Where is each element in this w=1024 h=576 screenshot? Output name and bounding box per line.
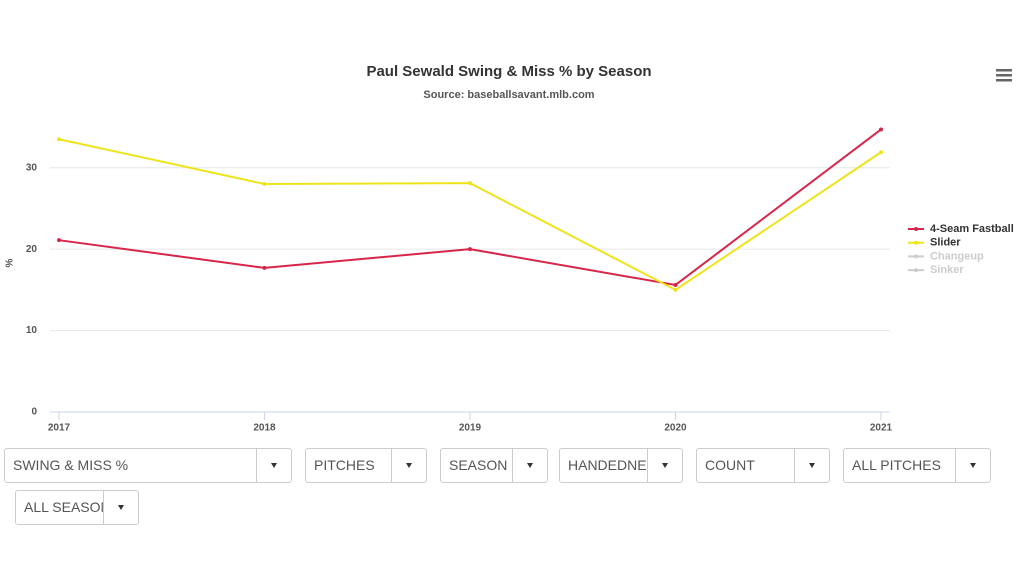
legend-marker bbox=[914, 240, 918, 245]
dropdown-label: ALL SEASONS bbox=[24, 499, 104, 515]
dropdown[interactable]: COUNT bbox=[696, 448, 830, 483]
y-tick-label: 0 bbox=[31, 407, 37, 418]
dropdown-arrow[interactable] bbox=[103, 491, 138, 524]
x-tick-label: 2021 bbox=[870, 423, 893, 434]
series-line bbox=[58, 128, 882, 287]
legend-marker bbox=[914, 254, 918, 259]
dropdown-arrow[interactable] bbox=[391, 449, 426, 482]
point bbox=[468, 247, 472, 252]
dropdown-label: SWING & MISS % bbox=[13, 457, 129, 473]
x-tick-label: 2017 bbox=[48, 423, 71, 434]
chart-subtitle: Source: baseballsavant.mlb.com bbox=[423, 89, 594, 101]
legend-label: Slider bbox=[930, 237, 961, 249]
menu-bar bbox=[996, 69, 1012, 72]
dropdown-arrow[interactable] bbox=[647, 449, 682, 482]
dropdown[interactable]: SEASON bbox=[440, 448, 548, 483]
x-tick-label: 2020 bbox=[664, 423, 687, 434]
x-tick-label: 2018 bbox=[253, 423, 276, 434]
menu-bar bbox=[996, 79, 1012, 82]
legend-item[interactable]: 4-Seam Fastball bbox=[908, 223, 1014, 235]
point bbox=[673, 282, 678, 287]
dropdown-label: ALL PITCHES bbox=[852, 457, 941, 473]
legend-marker bbox=[914, 268, 918, 273]
point bbox=[468, 181, 472, 186]
dropdown-label: HANDEDNESS bbox=[568, 457, 648, 473]
chart-title: Paul Sewald Swing & Miss % by Season bbox=[366, 63, 651, 80]
point bbox=[879, 150, 883, 155]
point bbox=[673, 287, 678, 292]
dropdown[interactable]: SWING & MISS % bbox=[4, 448, 292, 483]
dropdown-arrow[interactable] bbox=[256, 449, 291, 482]
point bbox=[57, 137, 61, 142]
point bbox=[57, 238, 61, 243]
legend-marker bbox=[914, 227, 918, 231]
chart: Paul Sewald Swing & Miss % by Season Sou… bbox=[5, 63, 1014, 434]
menu-bar bbox=[996, 74, 1012, 77]
legend-item[interactable]: Sinker bbox=[908, 264, 964, 276]
dropdown-arrow[interactable] bbox=[794, 449, 829, 482]
dropdown-arrow[interactable] bbox=[512, 449, 547, 482]
y-axis-label: % bbox=[5, 258, 16, 267]
dropdown-label: COUNT bbox=[705, 457, 755, 473]
legend-label: Sinker bbox=[930, 264, 964, 276]
point bbox=[262, 265, 267, 270]
dropdown-arrow[interactable] bbox=[955, 449, 990, 482]
legend-item[interactable]: Changeup bbox=[908, 250, 984, 262]
legend-label: Changeup bbox=[930, 250, 984, 262]
series-line bbox=[58, 138, 882, 292]
point bbox=[262, 182, 267, 186]
dropdown-label: PITCHES bbox=[314, 457, 375, 473]
point bbox=[879, 127, 883, 132]
x-tick-label: 2019 bbox=[459, 423, 482, 434]
menu-button[interactable] bbox=[994, 66, 1014, 84]
dropdown[interactable]: ALL PITCHES bbox=[843, 448, 991, 483]
y-tick-label: 30 bbox=[26, 162, 38, 173]
legend-item[interactable]: Slider bbox=[908, 237, 961, 249]
legend-label: 4-Seam Fastball bbox=[930, 223, 1014, 235]
dropdown[interactable]: HANDEDNESS bbox=[559, 448, 683, 483]
dropdown[interactable]: PITCHES bbox=[305, 448, 427, 483]
y-tick-label: 10 bbox=[26, 325, 38, 336]
dropdown[interactable]: ALL SEASONS bbox=[15, 490, 139, 525]
y-tick-label: 20 bbox=[26, 244, 38, 255]
dropdown-label: SEASON bbox=[449, 457, 508, 473]
